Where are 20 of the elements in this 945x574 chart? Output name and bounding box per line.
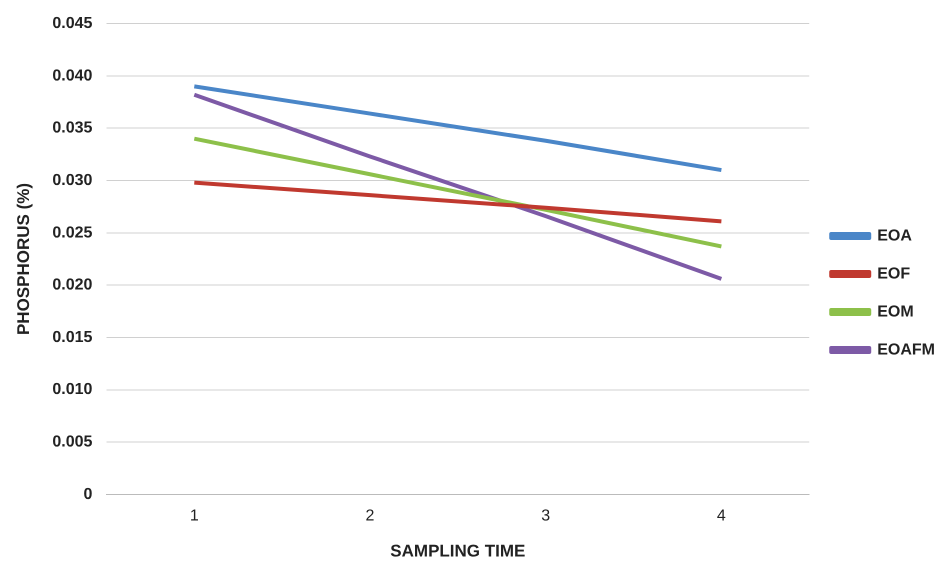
y-tick-label: 0.020 — [52, 276, 93, 294]
y-tick-label: 0 — [84, 486, 93, 503]
legend-label: EOF — [877, 265, 910, 282]
x-tick-label: 1 — [190, 507, 199, 524]
y-tick-label: 0.040 — [52, 67, 93, 84]
y-tick-label: 0.010 — [52, 381, 93, 398]
x-tick-label: 4 — [716, 507, 726, 524]
y-tick-label: 0.030 — [52, 172, 93, 189]
x-axis-title: SAMPLING TIME — [390, 541, 526, 560]
legend-label: EOM — [877, 303, 914, 320]
y-tick-label: 0.045 — [52, 15, 93, 32]
legend-label: EOAFM — [877, 341, 936, 358]
y-tick-label: 0.015 — [52, 328, 93, 346]
y-tick-label: 0.005 — [52, 433, 93, 450]
x-tick-label: 2 — [366, 507, 375, 524]
legend-label: EOA — [877, 227, 912, 244]
y-tick-label: 0.035 — [52, 120, 93, 137]
y-axis-title: PHOSPHORUS (%) — [14, 182, 33, 336]
x-tick-label: 3 — [541, 507, 550, 524]
y-tick-label: 0.025 — [52, 224, 93, 242]
